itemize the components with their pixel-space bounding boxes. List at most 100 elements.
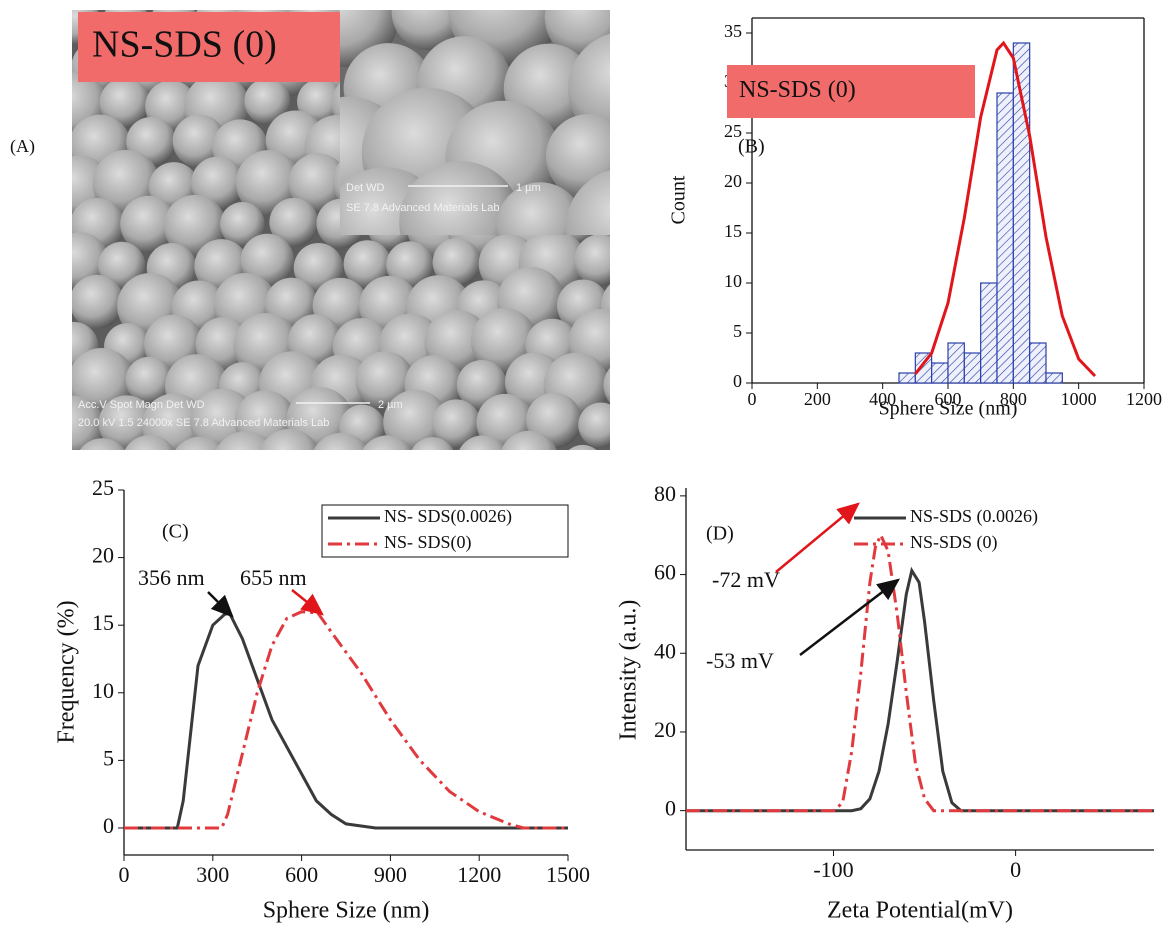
sphere: [432, 238, 481, 287]
annotation: -72 mV: [712, 567, 780, 592]
annotation-arrow: [799, 578, 900, 656]
legend-label: NS-SDS (0.0026): [910, 506, 1038, 527]
bar: [1029, 342, 1047, 384]
y-tick-label: 10: [724, 271, 742, 291]
y-tick-label: 35: [724, 21, 742, 41]
tag-box: [727, 65, 975, 118]
x-axis-label: Zeta Potential(mV): [827, 898, 1013, 924]
sphere: [79, 438, 126, 450]
sem-text: SE 7.8 Advanced Materials Lab: [346, 202, 499, 214]
sphere: [600, 284, 610, 329]
y-tick-label: 60: [654, 560, 676, 585]
line-series: [124, 610, 568, 830]
tag: NS-SDS (0): [92, 24, 277, 66]
y-tick-label: 15: [92, 610, 114, 635]
y-tick-label: 25: [92, 475, 114, 500]
sem-text: Det WD: [346, 182, 385, 194]
x-tick-label: 200: [804, 389, 831, 409]
legend-label: NS- SDS(0): [384, 532, 472, 553]
bar: [980, 282, 998, 384]
x-tick-label: 900: [374, 862, 407, 887]
sphere: [175, 436, 225, 450]
annotation: 356 nm: [138, 565, 205, 590]
x-tick-label: 400: [869, 389, 896, 409]
sphere: [288, 153, 348, 213]
bar: [898, 372, 916, 384]
sphere: [98, 395, 155, 450]
annotation: -53 mV: [706, 648, 774, 673]
sphere: [383, 389, 449, 450]
annotation: 655 nm: [240, 565, 307, 590]
sphere: [574, 234, 610, 286]
fit-curve: [914, 40, 1097, 378]
sphere: [343, 240, 392, 288]
line-series: [686, 531, 1154, 813]
sphere: [240, 233, 295, 288]
tag-box: [78, 12, 340, 82]
y-tick-label: 80: [654, 481, 676, 506]
sphere: [172, 114, 226, 168]
sphere: [72, 274, 124, 329]
y-axis-label: Frequency (%): [54, 600, 80, 743]
sphere: [259, 428, 320, 450]
x-tick-label: 1200: [1126, 389, 1162, 409]
y-tick-label: 0: [665, 796, 676, 821]
sphere: [362, 435, 412, 450]
x-tick-label: 1500: [546, 862, 590, 887]
x-tick-label: 300: [196, 862, 229, 887]
bar: [963, 352, 982, 384]
x-axis-label: Sphere Size (nm): [879, 398, 1018, 420]
panel-label: (A): [10, 136, 35, 157]
sphere: [568, 444, 597, 450]
sphere: [98, 241, 146, 290]
sphere: [578, 402, 610, 448]
sphere: [411, 437, 454, 450]
sphere: [297, 78, 343, 125]
sphere: [215, 431, 276, 450]
sphere: [501, 430, 557, 450]
sphere: [431, 399, 481, 449]
x-axis-label: Sphere Size (nm): [263, 898, 430, 924]
x-tick-label: 1000: [1061, 389, 1097, 409]
y-tick-label: 0: [103, 813, 114, 838]
sphere: [313, 432, 369, 450]
y-tick-label: 20: [724, 171, 742, 191]
sem-text: 2 µm: [378, 399, 403, 411]
y-tick-label: 15: [724, 221, 742, 241]
line-series: [124, 611, 568, 830]
sphere: [120, 195, 177, 253]
sphere: [608, 440, 653, 485]
sphere: [99, 77, 150, 128]
annotation-arrow: [291, 589, 324, 616]
sphere: [141, 393, 207, 450]
sphere: [603, 367, 610, 403]
y-tick-label: 0: [733, 371, 742, 391]
y-tick-label: 5: [103, 745, 114, 770]
annotation-arrow: [775, 502, 860, 573]
x-tick-label: 1200: [457, 862, 501, 887]
y-axis-label: Intensity (a.u.): [616, 600, 642, 741]
sphere: [124, 434, 175, 450]
y-tick-label: 20: [654, 717, 676, 742]
bar: [947, 342, 965, 384]
x-tick-label: 600: [935, 389, 962, 409]
y-tick-label: 20: [92, 543, 114, 568]
legend-label: NS-SDS (0): [910, 532, 998, 553]
sphere: [399, 161, 522, 235]
x-tick-label: 800: [1000, 389, 1027, 409]
sem-text: Acc.V Spot Magn Det WD: [78, 399, 205, 411]
annotation-arrow: [207, 591, 234, 618]
sphere: [72, 395, 105, 450]
bar: [1012, 42, 1031, 384]
x-tick-label: 0: [1010, 857, 1021, 882]
x-tick-label: 600: [285, 862, 318, 887]
sphere: [244, 78, 291, 125]
panel-label: (B): [738, 136, 765, 158]
panel-label: (D): [706, 523, 734, 545]
sphere: [496, 182, 584, 235]
tag: NS-SDS (0): [739, 77, 856, 103]
sphere: [125, 356, 173, 404]
sphere: [220, 202, 265, 247]
